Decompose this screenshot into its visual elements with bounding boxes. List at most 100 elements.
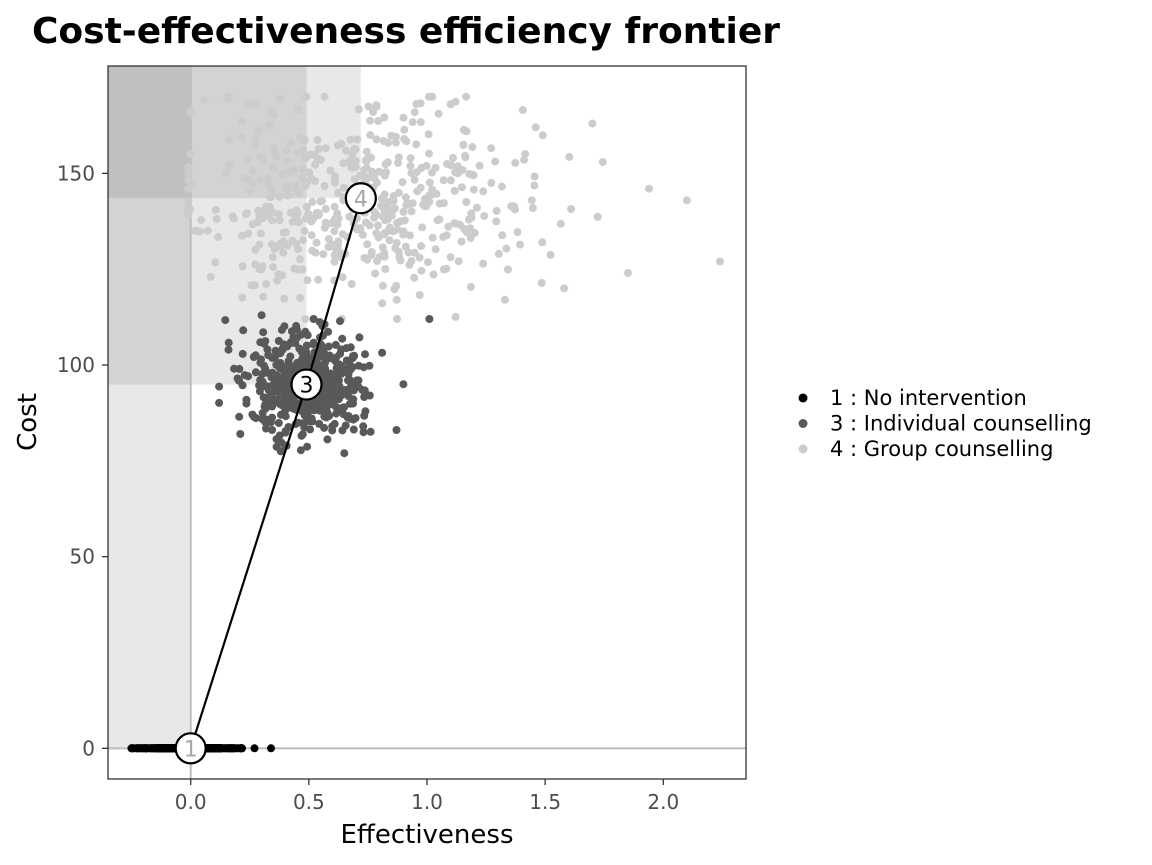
data-point	[238, 262, 247, 271]
data-point	[215, 744, 224, 753]
data-point	[392, 239, 401, 247]
data-point	[379, 137, 388, 145]
data-point	[404, 248, 413, 257]
data-point	[487, 144, 496, 153]
data-point	[378, 348, 387, 357]
data-point	[338, 230, 347, 239]
data-point	[370, 213, 379, 222]
data-point	[385, 236, 394, 245]
data-point	[347, 399, 356, 408]
data-point	[408, 118, 417, 127]
data-point	[392, 295, 401, 304]
data-point	[418, 223, 427, 232]
data-point	[334, 214, 343, 223]
data-point	[361, 350, 369, 359]
data-point	[329, 400, 338, 409]
data-point	[406, 231, 414, 240]
data-point	[538, 131, 547, 140]
data-point	[320, 92, 329, 101]
data-point	[203, 226, 212, 235]
data-point	[235, 376, 244, 385]
data-point	[286, 138, 295, 147]
data-point	[274, 336, 283, 345]
data-point	[530, 181, 539, 190]
data-point	[300, 411, 309, 420]
frontier-node-label: 4	[354, 187, 368, 212]
data-point	[321, 358, 329, 367]
data-point	[349, 425, 358, 434]
data-point	[359, 428, 368, 437]
frontier-node-1	[174, 732, 207, 765]
data-point	[431, 163, 440, 172]
data-point	[328, 422, 337, 431]
data-point	[266, 393, 275, 402]
data-point	[325, 351, 334, 360]
x-tick-label: 0.5	[293, 790, 325, 814]
data-point	[446, 253, 455, 262]
data-point	[268, 253, 277, 262]
data-point	[538, 238, 547, 247]
data-point	[323, 219, 332, 228]
data-point	[281, 412, 290, 421]
data-point	[340, 449, 349, 458]
data-point	[319, 389, 327, 398]
data-point	[417, 242, 426, 251]
data-point	[331, 340, 340, 349]
data-point	[446, 100, 455, 109]
data-point	[410, 273, 419, 282]
frontier-nodes: 1 3 4	[174, 182, 377, 765]
data-point	[333, 391, 342, 400]
data-point	[467, 213, 476, 222]
data-point	[321, 144, 330, 153]
data-point	[491, 157, 500, 166]
data-point	[290, 183, 299, 192]
data-point	[251, 414, 260, 422]
data-point	[344, 392, 353, 400]
data-point	[264, 351, 273, 360]
data-point	[366, 427, 375, 436]
data-point	[277, 325, 286, 334]
dominance-region-1	[108, 66, 361, 199]
data-point	[260, 339, 269, 348]
data-point	[298, 165, 307, 173]
data-point	[186, 150, 195, 159]
data-point	[352, 376, 361, 385]
data-point	[345, 360, 354, 369]
legend-key	[798, 444, 808, 454]
data-point	[269, 110, 278, 119]
data-point	[319, 250, 328, 259]
data-point	[530, 172, 539, 181]
data-point	[372, 101, 381, 110]
data-point	[402, 137, 411, 146]
data-point	[391, 132, 400, 141]
x-tick-label: 0.0	[175, 790, 207, 814]
data-point	[560, 284, 569, 293]
data-point	[244, 372, 253, 381]
data-point	[439, 176, 448, 185]
data-point	[324, 327, 333, 336]
data-point	[375, 253, 384, 262]
data-point	[399, 113, 408, 122]
data-point	[413, 187, 422, 196]
data-point	[345, 212, 354, 221]
data-point	[238, 293, 247, 302]
data-point	[336, 349, 345, 358]
data-point	[371, 269, 380, 278]
data-point	[425, 92, 433, 101]
frontier-segment-0	[189, 384, 308, 749]
data-point	[381, 168, 390, 177]
data-point	[271, 346, 280, 355]
data-point	[221, 316, 230, 325]
frontier-node-4	[344, 182, 377, 215]
data-point	[369, 108, 377, 116]
data-point	[307, 174, 316, 183]
data-point	[497, 182, 506, 191]
data-point	[334, 240, 342, 249]
y-tick-label: 100	[57, 353, 95, 377]
dominance-region-0	[108, 66, 191, 749]
data-point	[221, 169, 230, 178]
data-point	[527, 196, 536, 205]
data-point	[237, 133, 246, 142]
